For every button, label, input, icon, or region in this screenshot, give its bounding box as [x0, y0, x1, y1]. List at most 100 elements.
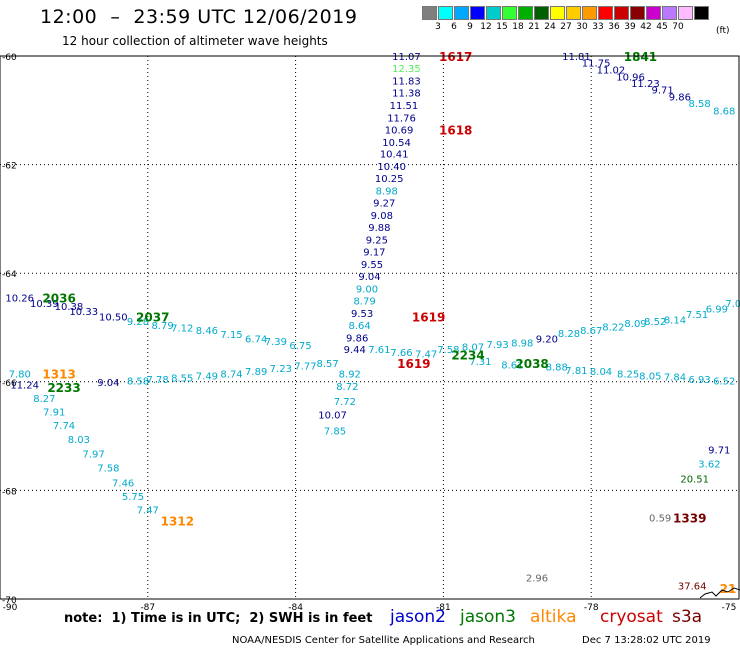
wave-height-label: 8.09 — [624, 319, 646, 330]
legend-label: 15 — [496, 22, 508, 32]
wave-height-label: 7.78 — [147, 375, 169, 386]
wave-height-label: 10.96 — [616, 73, 645, 84]
wave-height-label: 7.89 — [245, 367, 267, 378]
wave-height-label: 7.72 — [334, 397, 356, 408]
legend-swatch — [534, 6, 549, 20]
wave-height-label: 7.49 — [196, 371, 218, 382]
legend-swatch — [502, 6, 517, 20]
wave-height-label: 7.84 — [664, 372, 686, 383]
wave-height-label: 9.00 — [356, 284, 378, 295]
graticule — [0, 56, 739, 599]
wave-height-label: 11.24 — [10, 381, 39, 392]
legend-label: 30 — [576, 22, 588, 32]
page-title: 12:00 – 23:59 UTC 12/06/2019 — [40, 6, 358, 28]
wave-height-label: 8.25 — [617, 370, 639, 381]
wave-height-label: 11.76 — [387, 113, 416, 124]
wave-height-label: 7.58 — [97, 464, 119, 475]
wave-height-label: 11.75 — [582, 59, 611, 70]
pass-time-tag: 21 — [720, 582, 737, 596]
lat-tick-label: -64 — [2, 270, 17, 280]
satellite-label-cryosat: cryosat — [600, 607, 663, 627]
legend-swatch — [550, 6, 565, 20]
lat-tick-label: -60 — [2, 53, 17, 63]
lat-tick-label: -66 — [2, 379, 17, 389]
legend-swatch — [582, 6, 597, 20]
wave-height-label: 8.27 — [33, 394, 55, 405]
wave-height-label: 10.39 — [30, 299, 59, 310]
wave-height-label: 8.92 — [339, 370, 361, 381]
wave-height-label: 10.40 — [377, 162, 406, 173]
lon-tick-label: -87 — [140, 603, 155, 613]
pass-time-tag: 2037 — [136, 311, 169, 325]
wave-height-label: 10.33 — [69, 307, 98, 318]
wave-height-label: 9.04 — [358, 272, 380, 283]
wave-height-label: 5.75 — [122, 492, 144, 503]
wave-height-label: 8.55 — [171, 373, 193, 384]
legend-label: 18 — [512, 22, 524, 32]
map-frame — [0, 55, 740, 600]
wave-height-label: 7.31 — [469, 357, 491, 368]
wave-height-label: 11.51 — [390, 101, 419, 112]
wave-height-label: 10.69 — [385, 125, 414, 136]
wave-height-label: 8.04 — [590, 367, 612, 378]
legend-unit: (ft) — [716, 26, 730, 36]
pass-time-tag: 2233 — [47, 381, 80, 395]
wave-height-label: 7.81 — [565, 366, 587, 377]
wave-height-label: 11.81 — [562, 52, 591, 63]
wave-height-label: 10.07 — [318, 410, 347, 421]
credit-line: NOAA/NESDIS Center for Satellite Applica… — [232, 635, 535, 646]
wave-height-label: 9.44 — [344, 345, 366, 356]
wave-height-label: 8.67 — [580, 326, 602, 337]
time-tags-layer: 1617 1618 1619 1619 1841 2036 2037 2234 2038 2233… — [42, 50, 736, 596]
wave-height-label: 8.79 — [151, 321, 173, 332]
legend-label: 27 — [560, 22, 572, 32]
legend-label: 33 — [592, 22, 604, 32]
lon-tick-label: -81 — [436, 603, 451, 613]
wave-height-label: 7.66 — [390, 348, 412, 359]
wave-height-label: 7.85 — [324, 427, 346, 438]
legend-swatch — [694, 6, 709, 20]
pass-time-tag: 1619 — [412, 311, 445, 325]
wave-height-label: 8.52 — [644, 317, 666, 328]
wave-height-label: 6.74 — [245, 334, 267, 345]
coastline — [699, 587, 740, 599]
pass-time-tag: 2036 — [42, 292, 75, 306]
wave-height-label: 11.23 — [631, 79, 660, 90]
wave-height-label: 9.20 — [536, 334, 558, 345]
wave-height-label: 7.51 — [686, 310, 708, 321]
wave-height-label: 9.88 — [368, 223, 390, 234]
wave-height-label: 7.80 — [9, 370, 31, 381]
wave-height-label: 10.50 — [99, 313, 128, 324]
lon-tick-label: -78 — [584, 603, 599, 613]
legend-label: 6 — [451, 22, 457, 32]
wave-height-label: 10.54 — [382, 138, 411, 149]
wave-height-label: 7.12 — [171, 324, 193, 335]
lat-tick-label: -68 — [2, 487, 17, 497]
wave-height-label: 8.14 — [664, 315, 686, 326]
wave-height-label: 8.22 — [602, 322, 624, 333]
pass-time-tag: 1618 — [439, 123, 472, 137]
legend-swatch — [486, 6, 501, 20]
legend-swatch — [678, 6, 693, 20]
wave-height-label: 11.02 — [597, 66, 626, 77]
legend-label: 21 — [528, 22, 540, 32]
wave-height-label: 6.52 — [713, 377, 735, 388]
legend-label: 36 — [608, 22, 620, 32]
wave-height-label: 9.71 — [652, 86, 674, 97]
satellite-label-altika: altika — [530, 607, 577, 627]
wave-height-label: 8.03 — [68, 435, 90, 446]
satellite-label-jason3: jason3 — [460, 607, 516, 627]
wave-height-label: 7.58 — [437, 345, 459, 356]
wave-height-label: 6.75 — [289, 341, 311, 352]
wave-height-label: 7.47 — [415, 350, 437, 361]
wave-height-label: 9.25 — [366, 236, 388, 247]
wave-height-label: 7.93 — [486, 340, 508, 351]
legend-swatch — [598, 6, 613, 20]
wave-height-label: 7.77 — [294, 362, 316, 373]
wave-height-label: 7.03 — [725, 299, 740, 310]
lon-tick-label: -84 — [288, 603, 303, 613]
legend-swatch — [614, 6, 629, 20]
wave-height-label: 7.15 — [220, 330, 242, 341]
lat-tick-label: -62 — [2, 162, 17, 172]
